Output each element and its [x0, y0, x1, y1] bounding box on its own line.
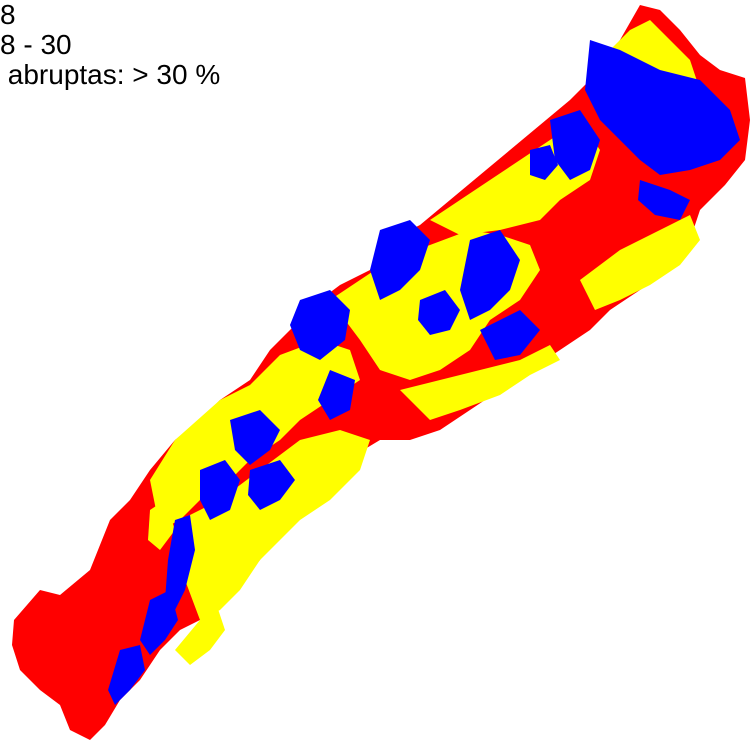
legend-entry-mid: 8 - 30 — [0, 29, 72, 60]
map-legend: 8 8 - 30 abruptas: > 30 % — [0, 0, 220, 90]
legend-entry-low: 8 — [0, 0, 16, 30]
slope-steep-regions — [108, 40, 740, 705]
legend-entry-steep: abruptas: > 30 % — [0, 59, 221, 90]
